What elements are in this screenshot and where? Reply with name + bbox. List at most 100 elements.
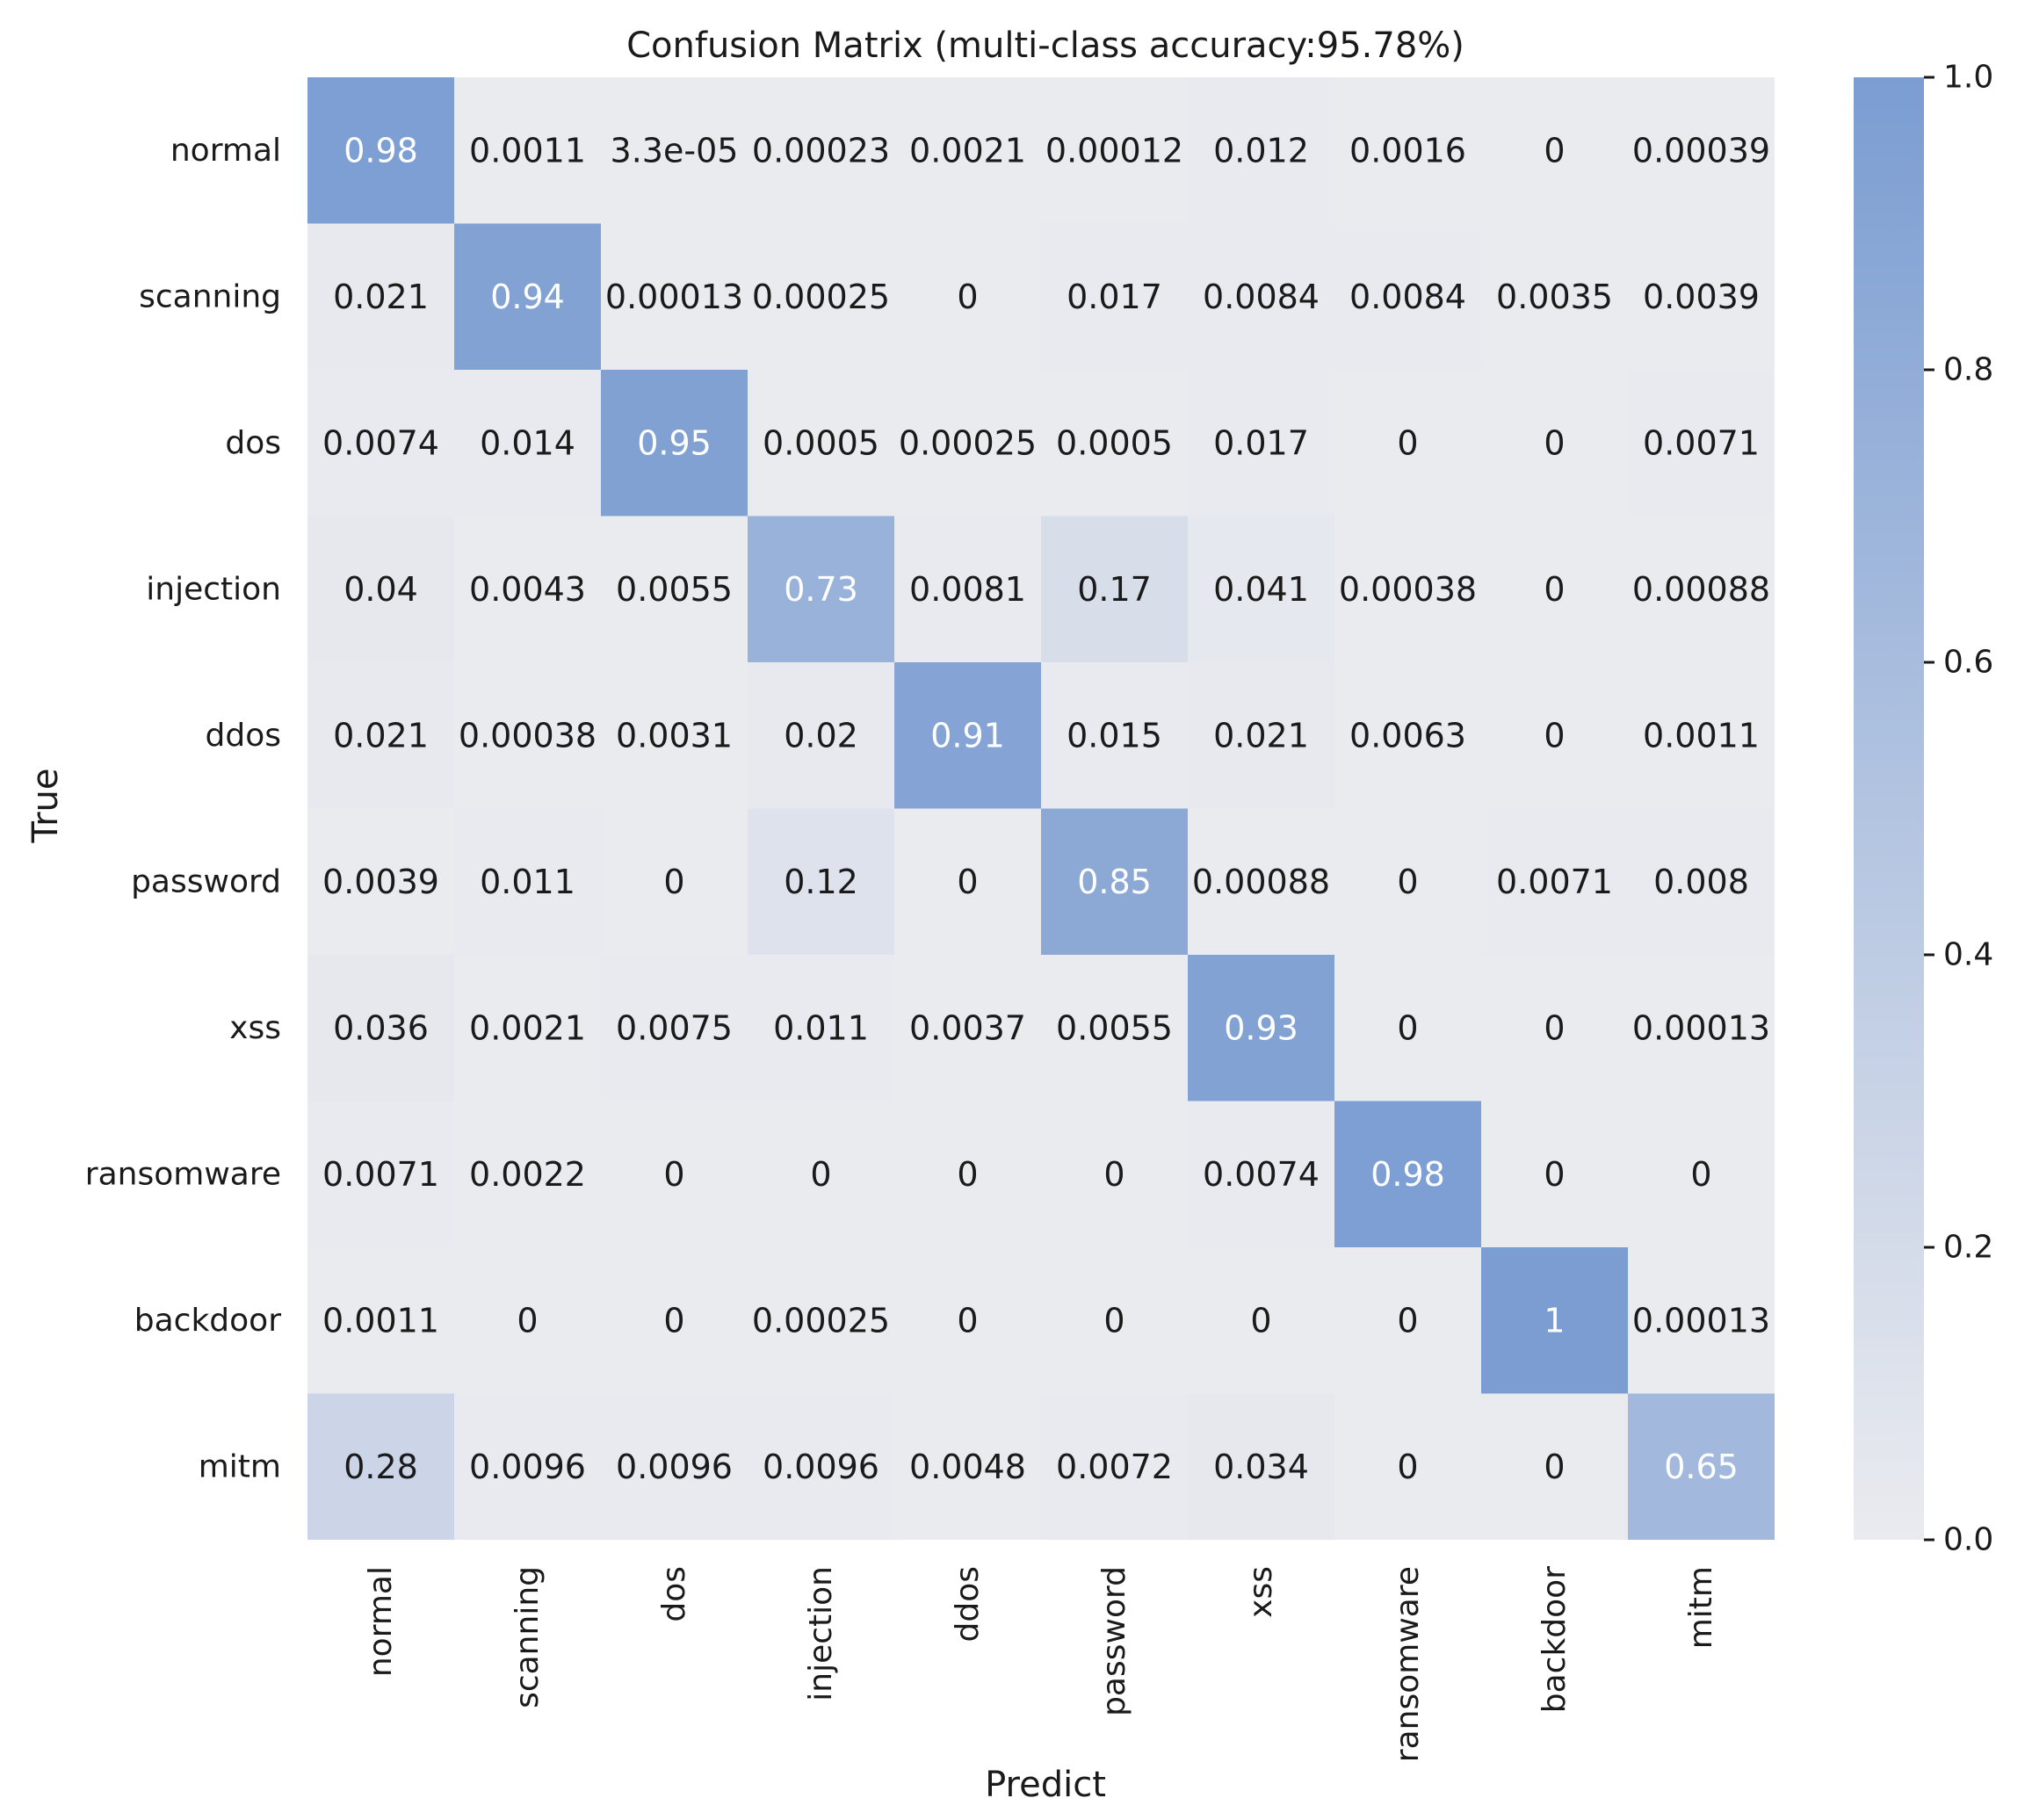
heatmap-cell [454, 955, 601, 1101]
heatmap-cell [748, 370, 894, 516]
x-axis-label: Predict [985, 1765, 1106, 1805]
heatmap-cell [1334, 1101, 1481, 1247]
heatmap-cell-label: 0 [1397, 863, 1418, 901]
heatmap-cell [1481, 1393, 1628, 1540]
colorbar-tick-label: 0.2 [1943, 1230, 1993, 1266]
y-tick-label: backdoor [134, 1303, 281, 1339]
heatmap-cell-labels: 0.98 0.0011 3.3e-05 0.00023 0.0021 0.00012 0.0… [322, 131, 1770, 1486]
x-tick-label: injection [803, 1566, 839, 1701]
heatmap-cell [1334, 808, 1481, 955]
heatmap-cell [1481, 1101, 1628, 1247]
heatmap-cell [307, 1247, 454, 1394]
colorbar [1854, 77, 1924, 1540]
heatmap-cell-label: 0.0011 [322, 1301, 439, 1340]
heatmap-cell-label: 0 [1690, 1155, 1711, 1194]
heatmap-cell-label: 0.0096 [616, 1448, 733, 1486]
heatmap-cell-label: 0.041 [1213, 570, 1309, 609]
heatmap-cell-label: 0 [1397, 423, 1418, 462]
heatmap-cell-label: 0.00038 [459, 716, 597, 755]
heatmap-cell-label: 0.012 [1213, 131, 1309, 170]
heatmap-cell-label: 0 [1544, 716, 1565, 755]
heatmap-cell-label: 0.0043 [469, 570, 586, 609]
heatmap-cell [454, 662, 601, 809]
heatmap-cell [307, 662, 454, 809]
y-tick-label: xss [229, 1010, 281, 1046]
heatmap-cell-label: 0.0035 [1496, 278, 1613, 316]
heatmap-cell-label: 0.0074 [1203, 1155, 1320, 1194]
heatmap-cell-label: 0 [1103, 1155, 1124, 1194]
y-tick-label: mitm [199, 1448, 281, 1484]
heatmap-cell-label: 0 [1250, 1301, 1271, 1340]
heatmap-cell [1188, 516, 1334, 662]
heatmap-cell-label: 0.0071 [1643, 423, 1760, 462]
heatmap-cells [307, 77, 1775, 1540]
y-tick-label: password [131, 863, 281, 899]
heatmap-cell [894, 223, 1041, 370]
heatmap-cell [307, 1393, 454, 1540]
colorbar-tick-label: 0.8 [1943, 352, 1993, 388]
heatmap-cell-label: 0.011 [480, 863, 575, 901]
heatmap-cell [894, 1393, 1041, 1540]
heatmap-cell [1481, 516, 1628, 662]
heatmap-cell-label: 0.0037 [909, 1008, 1026, 1047]
x-tick-label: normal [363, 1566, 399, 1677]
x-tick-label: xss [1243, 1566, 1279, 1618]
heatmap-cell [894, 516, 1041, 662]
heatmap-cell [1481, 955, 1628, 1101]
heatmap-cell-label: 0.28 [343, 1448, 418, 1486]
heatmap-cell-label: 0 [1397, 1008, 1418, 1047]
heatmap-cell-label: 0 [663, 1155, 684, 1194]
heatmap-cell-label: 0.0084 [1203, 278, 1320, 316]
heatmap-cell [1188, 808, 1334, 955]
heatmap-cell-label: 0 [1544, 570, 1565, 609]
heatmap-cell [1041, 516, 1188, 662]
y-axis-label: True [25, 769, 66, 844]
heatmap-cell [1628, 955, 1775, 1101]
heatmap-cell [601, 808, 748, 955]
heatmap-cell-label: 0.0075 [616, 1008, 733, 1047]
heatmap-cell [894, 662, 1041, 809]
x-tick-label: scanning [510, 1566, 546, 1708]
heatmap-cell [1041, 77, 1188, 224]
heatmap-cell-label: 0.0096 [763, 1448, 879, 1486]
heatmap-cell [307, 808, 454, 955]
heatmap-cell [601, 1101, 748, 1247]
heatmap-cell-label: 0.0074 [322, 423, 439, 462]
heatmap-cell-label: 0.017 [1067, 278, 1162, 316]
heatmap-cell [894, 370, 1041, 516]
heatmap-cell-label: 0 [1397, 1448, 1418, 1486]
heatmap-cell-label: 0.0055 [1056, 1008, 1173, 1047]
heatmap-cell [601, 223, 748, 370]
heatmap-cell [454, 1101, 601, 1247]
heatmap-cell [454, 1247, 601, 1394]
heatmap-cell-label: 0.0096 [469, 1448, 586, 1486]
x-axis-tick-labels: normal scanning dos injection ddos password xs… [363, 1566, 1719, 1762]
heatmap-cell-label: 0.0021 [909, 131, 1026, 170]
heatmap-cell-label: 0.85 [1077, 863, 1152, 901]
heatmap-cell [748, 662, 894, 809]
heatmap-cell [748, 808, 894, 955]
heatmap-cell-label: 0.00013 [605, 278, 743, 316]
heatmap-cell [454, 370, 601, 516]
heatmap-cell-label: 0 [517, 1301, 538, 1340]
heatmap-cell-label: 0 [957, 1155, 978, 1194]
heatmap-cell-label: 0 [957, 1301, 978, 1340]
heatmap-cell-label: 0.021 [1213, 716, 1309, 755]
heatmap-cell-label: 0.0005 [763, 423, 879, 462]
heatmap-cell [1334, 370, 1481, 516]
heatmap-cell-label: 0.0022 [469, 1155, 586, 1194]
heatmap-cell [1481, 77, 1628, 224]
heatmap-cell [454, 808, 601, 955]
colorbar-tick-label: 0.6 [1943, 645, 1993, 681]
heatmap-cell-label: 0.0005 [1056, 423, 1173, 462]
heatmap-cell [601, 77, 748, 224]
heatmap-cell-label: 0.0063 [1349, 716, 1466, 755]
heatmap-cell-label: 0.021 [333, 716, 429, 755]
heatmap-cell-label: 0.00013 [1632, 1008, 1770, 1047]
heatmap-cell [1334, 1393, 1481, 1540]
heatmap-cell [307, 223, 454, 370]
heatmap-cell-label: 0 [663, 863, 684, 901]
heatmap-cell [1334, 223, 1481, 370]
heatmap-cell [1628, 1247, 1775, 1394]
